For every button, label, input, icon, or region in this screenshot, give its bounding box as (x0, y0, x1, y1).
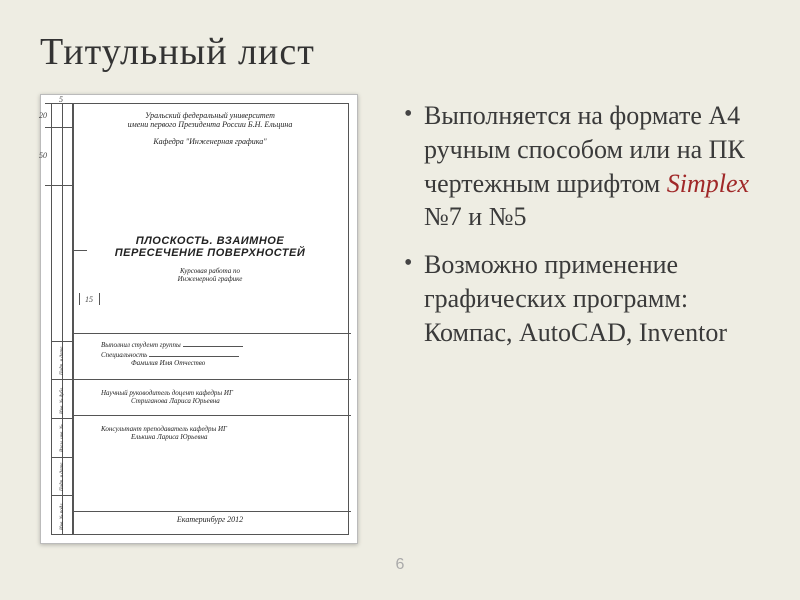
side-label: Взам. инв. № (60, 425, 65, 453)
dim-top2: 50 (39, 151, 47, 160)
student-block: Выполнил студент группы Специальность Фа… (101, 339, 339, 367)
subtitle: Курсовая работа по Инженерной графике (81, 267, 339, 283)
bullet-item: Выполняется на формате А4 ручным способо… (400, 99, 760, 234)
side-label: Инв. № дубл. (60, 386, 65, 413)
slide-title: Титульный лист (40, 30, 760, 74)
drawing-column: Инв. № подл. Подп. и дата Взам. инв. № И… (40, 94, 370, 580)
page-number: 6 (396, 556, 405, 574)
footer-block: Екатеринбург 2012 (81, 515, 339, 524)
title-page-drawing: Инв. № подл. Подп. и дата Взам. инв. № И… (40, 94, 358, 544)
supervisor-block: Научный руководитель доцент кафедры ИГ С… (101, 389, 339, 405)
consultant-block: Консультант преподаватель кафедры ИГ Ель… (101, 425, 339, 441)
side-label: Инв. № подл. (60, 502, 65, 530)
content-row: Инв. № подл. Подп. и дата Взам. инв. № И… (40, 94, 760, 580)
bullet-item: Возможно применение графических программ… (400, 248, 760, 349)
gost-side-column: Инв. № подл. Подп. и дата Взам. инв. № И… (51, 103, 73, 535)
main-title: ПЛОСКОСТЬ. ВЗАИМНОЕ ПЕРЕСЕЧЕНИЕ ПОВЕРХНО… (81, 235, 339, 259)
bullet-column: Выполняется на формате А4 ручным способо… (400, 94, 760, 580)
univ-line: имени первого Президента России Б.Н. Ель… (81, 120, 339, 129)
dim-top1: 20 (39, 111, 47, 120)
side-label: Подп. и дата (60, 462, 65, 491)
univ-line: Уральский федеральный университет (81, 111, 339, 120)
univ-block: Уральский федеральный университет имени … (81, 111, 339, 129)
side-label: Подп. и дата (60, 346, 65, 375)
dim-margin: 5 (59, 95, 63, 104)
drawing-frame (73, 103, 349, 535)
dept-line: Кафедра "Инженерная графика" (81, 137, 339, 146)
dim-indent: 15 (85, 295, 93, 304)
